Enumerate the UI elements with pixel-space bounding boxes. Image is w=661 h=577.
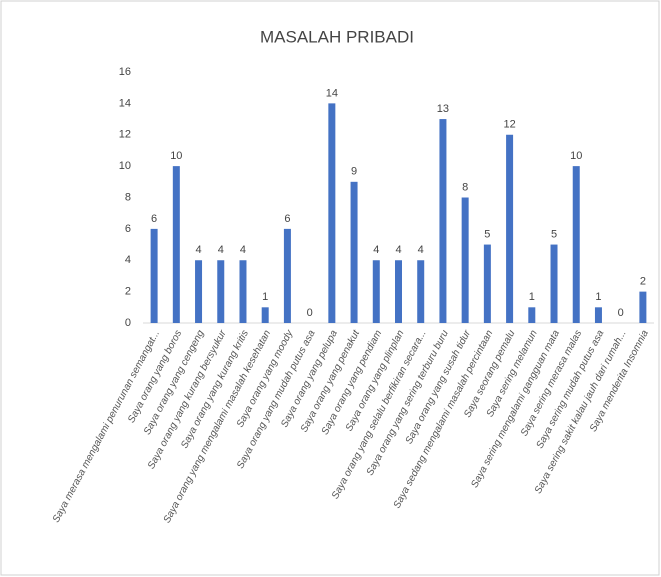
bar: [572, 166, 580, 323]
data-label: 14: [326, 87, 338, 99]
bar: [461, 197, 469, 323]
data-label: 1: [529, 291, 535, 303]
bar: [550, 244, 558, 323]
chart-title: MASALAH PRIBADI: [260, 27, 414, 46]
y-tick-label: 0: [125, 317, 131, 329]
bar: [350, 181, 358, 323]
data-label: 5: [484, 228, 490, 240]
bar: [528, 307, 536, 323]
data-label: 4: [240, 244, 246, 256]
bar: [639, 291, 647, 323]
data-label: 6: [284, 213, 290, 225]
bar: [283, 228, 291, 323]
data-label: 8: [462, 181, 468, 193]
y-tick-label: 6: [125, 223, 131, 235]
data-label: 4: [195, 244, 201, 256]
y-tick-label: 8: [125, 191, 131, 203]
data-label: 0: [618, 307, 624, 319]
bar: [395, 260, 402, 323]
data-label: 1: [595, 291, 601, 303]
bar: [439, 119, 447, 323]
data-label: 1: [262, 291, 268, 303]
bar: [172, 166, 180, 323]
bar: [506, 134, 514, 323]
data-label: 12: [503, 119, 515, 131]
y-tick-label: 10: [119, 160, 131, 172]
data-label: 10: [170, 150, 182, 162]
bar: [195, 260, 203, 323]
y-tick-label: 12: [119, 129, 131, 141]
bar: [328, 103, 336, 323]
data-label: 4: [373, 244, 379, 256]
bar: [150, 228, 158, 323]
data-label: 13: [437, 103, 449, 115]
data-label: 4: [418, 244, 424, 256]
data-label: 9: [351, 166, 357, 178]
data-label: 0: [307, 307, 313, 319]
data-label: 10: [570, 150, 582, 162]
y-tick-label: 16: [119, 66, 131, 78]
bar: [239, 260, 247, 323]
y-tick-label: 4: [125, 254, 131, 266]
data-label: 4: [395, 244, 401, 256]
bar: [483, 244, 491, 323]
data-label: 4: [218, 244, 224, 256]
data-label: 5: [551, 228, 557, 240]
bar: [417, 260, 425, 323]
bar: [372, 260, 380, 323]
y-tick-label: 2: [125, 286, 131, 298]
data-label: 6: [151, 213, 157, 225]
bar: [217, 260, 225, 323]
y-tick-label: 14: [119, 97, 131, 109]
bar: [594, 307, 602, 323]
bar: [261, 307, 269, 323]
data-label: 2: [640, 276, 646, 288]
